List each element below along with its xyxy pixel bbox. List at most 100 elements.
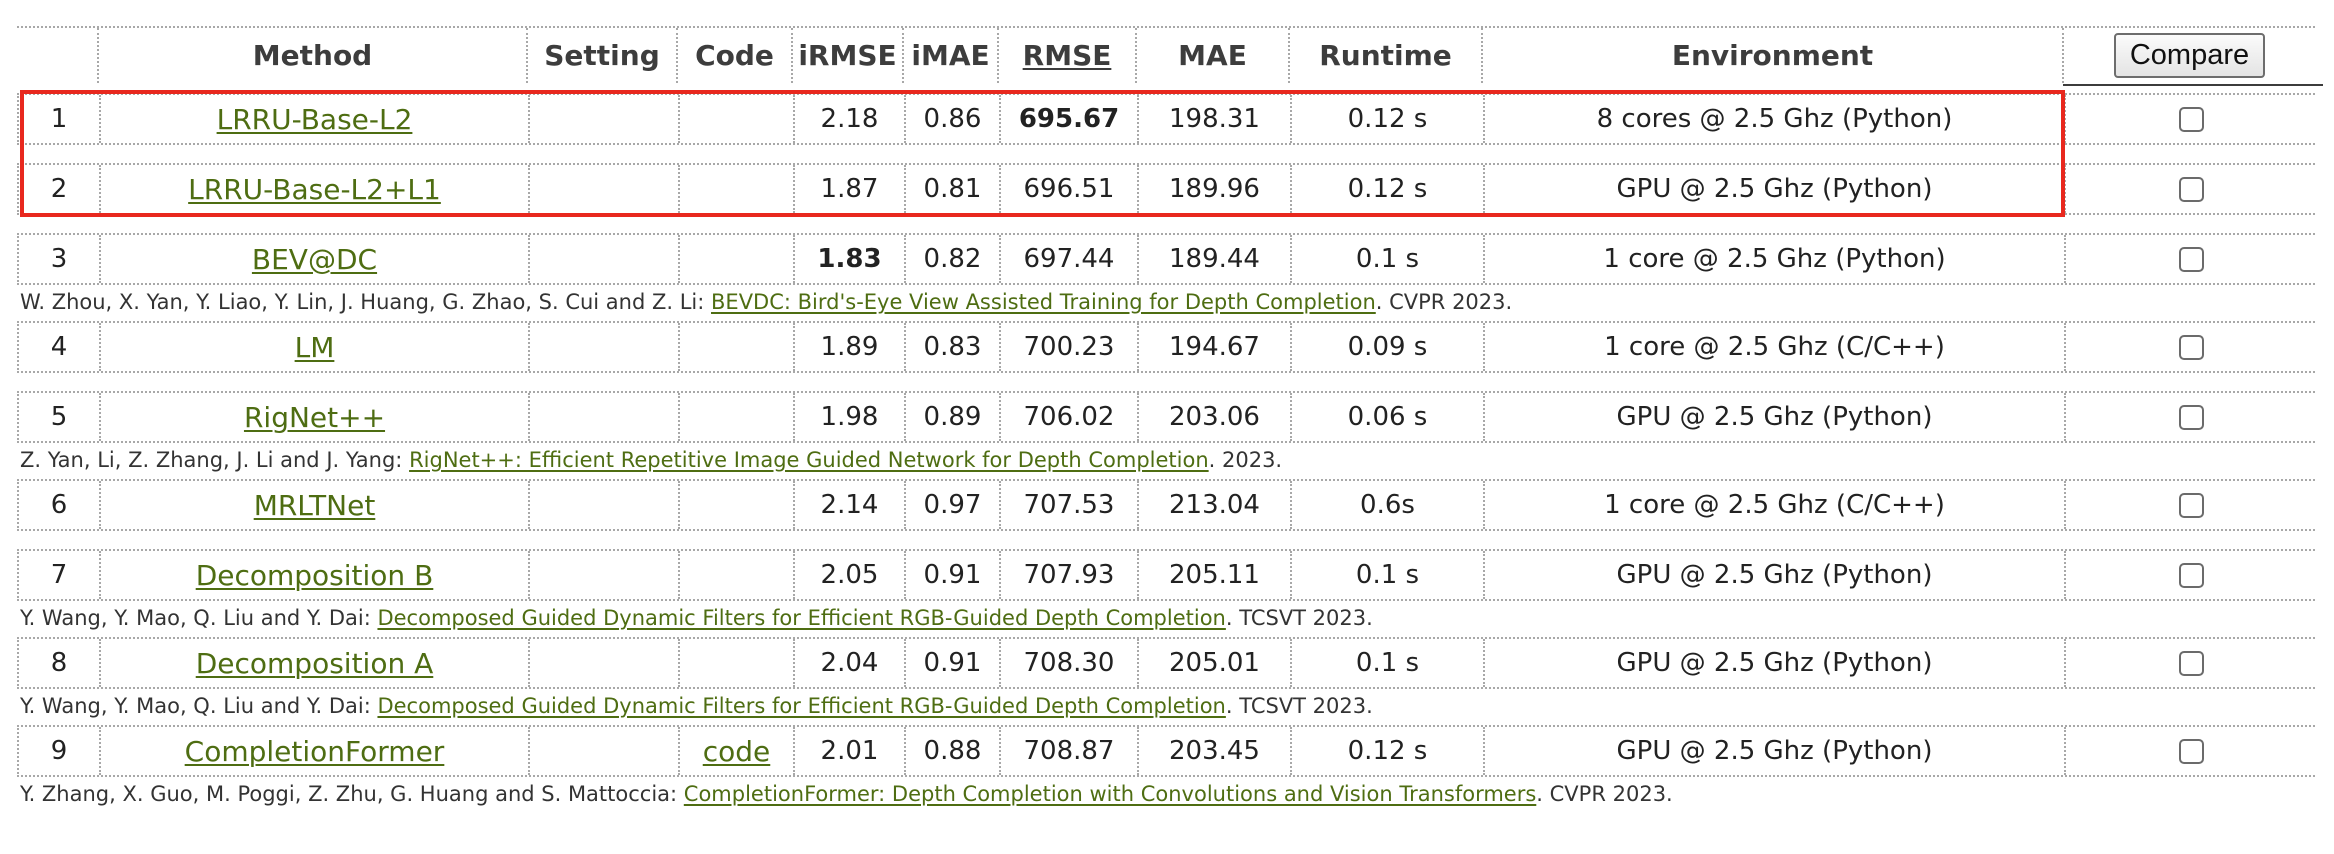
code-link[interactable]: code <box>702 734 771 768</box>
method-cell: CompletionFormer <box>99 727 528 775</box>
setting-cell <box>528 639 678 687</box>
table-row: 2 LRRU-Base-L2+L1 1.87 0.81 696.51 189.96 0.12… <box>17 163 2315 215</box>
table-row: 6 MRLTNet 2.14 0.97 707.53 213.04 0.6s 1 core @… <box>17 479 2315 531</box>
runtime-cell: 0.1 s <box>1290 551 1483 599</box>
rank-cell: 6 <box>50 490 68 520</box>
citation-venue: . TCSVT 2023. <box>1225 606 1373 630</box>
compare-button[interactable]: Compare <box>2113 33 2266 78</box>
setting-cell <box>528 165 678 213</box>
method-link[interactable]: LRRU-Base-L2+L1 <box>188 172 441 206</box>
rank-header <box>17 28 97 83</box>
method-cell: LRRU-Base-L2 <box>99 95 528 143</box>
rmse-header[interactable]: RMSE <box>997 28 1135 83</box>
mae-cell: 203.06 <box>1137 393 1290 441</box>
row-spacer <box>17 373 2315 391</box>
imae-cell: 0.81 <box>904 165 999 213</box>
method-link[interactable]: LM <box>294 330 335 364</box>
mae-cell: 194.67 <box>1137 323 1290 371</box>
citation-title-link[interactable]: CompletionFormer: Depth Completion with … <box>683 782 1537 806</box>
runtime-cell: 0.12 s <box>1290 95 1483 143</box>
rmse-cell: 708.30 <box>999 639 1137 687</box>
environment-cell: 1 core @ 2.5 Ghz (Python) <box>1483 235 2064 283</box>
environment-cell: 1 core @ 2.5 Ghz (C/C++) <box>1483 323 2064 371</box>
citation-title-link[interactable]: RigNet++: Efficient Repetitive Image Gui… <box>409 448 1209 472</box>
compare-cell <box>2064 323 2317 371</box>
rmse-cell: 700.23 <box>999 323 1137 371</box>
compare-checkbox[interactable] <box>2179 650 2204 676</box>
method-link[interactable]: LRRU-Base-L2 <box>216 102 413 136</box>
table-row: 5 RigNet++ 1.98 0.89 706.02 203.06 0.06 s GPU @… <box>17 391 2315 443</box>
mae-cell: 203.45 <box>1137 727 1290 775</box>
compare-cell <box>2064 95 2317 143</box>
compare-checkbox[interactable] <box>2179 106 2204 132</box>
compare-cell <box>2064 639 2317 687</box>
environment-header[interactable]: Environment <box>1481 28 2062 83</box>
compare-checkbox[interactable] <box>2179 562 2204 588</box>
imae-header[interactable]: iMAE <box>902 28 997 83</box>
header-underline <box>2063 84 2323 86</box>
rank-cell: 3 <box>50 244 68 274</box>
rank-cell: 7 <box>50 560 68 590</box>
code-header[interactable]: Code <box>676 28 791 83</box>
irmse-cell: 2.18 <box>793 95 904 143</box>
citation-authors: W. Zhou, X. Yan, Y. Liao, Y. Lin, J. Hua… <box>20 290 712 314</box>
imae-cell: 0.86 <box>904 95 999 143</box>
citation-title-link[interactable]: BEVDC: Bird's-Eye View Assisted Training… <box>711 290 1376 314</box>
rank-cell: 5 <box>50 402 68 432</box>
compare-checkbox[interactable] <box>2179 334 2204 360</box>
method-link[interactable]: Decomposition B <box>195 558 434 592</box>
code-cell <box>678 639 793 687</box>
table-header: Method Setting Code iRMSE iMAE RMSE MAE … <box>17 26 2323 86</box>
runtime-header[interactable]: Runtime <box>1288 28 1481 83</box>
citation-title-link[interactable]: Decomposed Guided Dynamic Filters for Ef… <box>377 694 1226 718</box>
method-cell: Decomposition B <box>99 551 528 599</box>
compare-cell <box>2064 393 2317 441</box>
irmse-cell: 2.01 <box>793 727 904 775</box>
mae-cell: 213.04 <box>1137 481 1290 529</box>
environment-cell: GPU @ 2.5 Ghz (Python) <box>1483 639 2064 687</box>
compare-checkbox[interactable] <box>2179 492 2204 518</box>
compare-cell <box>2064 235 2317 283</box>
method-link[interactable]: CompletionFormer <box>184 734 445 768</box>
rank-cell: 8 <box>50 648 68 678</box>
environment-cell: 1 core @ 2.5 Ghz (C/C++) <box>1483 481 2064 529</box>
method-header[interactable]: Method <box>97 28 526 83</box>
rmse-cell: 696.51 <box>999 165 1137 213</box>
irmse-cell: 2.04 <box>793 639 904 687</box>
table-row: 7 Decomposition B 2.05 0.91 707.93 205.11 0.1 … <box>17 549 2315 601</box>
citation-title-link[interactable]: Decomposed Guided Dynamic Filters for Ef… <box>377 606 1226 630</box>
mae-cell: 189.44 <box>1137 235 1290 283</box>
mae-header[interactable]: MAE <box>1135 28 1288 83</box>
compare-checkbox[interactable] <box>2179 246 2204 272</box>
method-cell: BEV@DC <box>99 235 528 283</box>
imae-cell: 0.83 <box>904 323 999 371</box>
citation-venue: . CVPR 2023. <box>1536 782 1673 806</box>
citation: W. Zhou, X. Yan, Y. Liao, Y. Lin, J. Hua… <box>17 285 2315 321</box>
setting-cell <box>528 481 678 529</box>
setting-header[interactable]: Setting <box>526 28 676 83</box>
compare-header: Compare <box>2062 28 2315 83</box>
irmse-header[interactable]: iRMSE <box>791 28 902 83</box>
compare-checkbox[interactable] <box>2179 176 2204 202</box>
setting-cell <box>528 727 678 775</box>
method-link[interactable]: RigNet++ <box>243 400 386 434</box>
method-link[interactable]: MRLTNet <box>253 488 376 522</box>
compare-checkbox[interactable] <box>2179 404 2204 430</box>
irmse-cell: 1.87 <box>793 165 904 213</box>
citation-authors: Y. Zhang, X. Guo, M. Poggi, Z. Zhu, G. H… <box>20 782 684 806</box>
irmse-cell: 2.05 <box>793 551 904 599</box>
citation: Y. Zhang, X. Guo, M. Poggi, Z. Zhu, G. H… <box>17 777 2315 813</box>
rank-cell: 1 <box>50 104 68 134</box>
imae-cell: 0.91 <box>904 551 999 599</box>
row-spacer <box>17 215 2315 233</box>
method-link[interactable]: Decomposition A <box>195 646 434 680</box>
compare-checkbox[interactable] <box>2179 738 2204 764</box>
citation: Z. Yan, Li, Z. Zhang, J. Li and J. Yang:… <box>17 443 2315 479</box>
method-cell: LRRU-Base-L2+L1 <box>99 165 528 213</box>
setting-cell <box>528 95 678 143</box>
method-link[interactable]: BEV@DC <box>251 242 378 276</box>
setting-cell <box>528 551 678 599</box>
row-spacer <box>17 531 2315 549</box>
